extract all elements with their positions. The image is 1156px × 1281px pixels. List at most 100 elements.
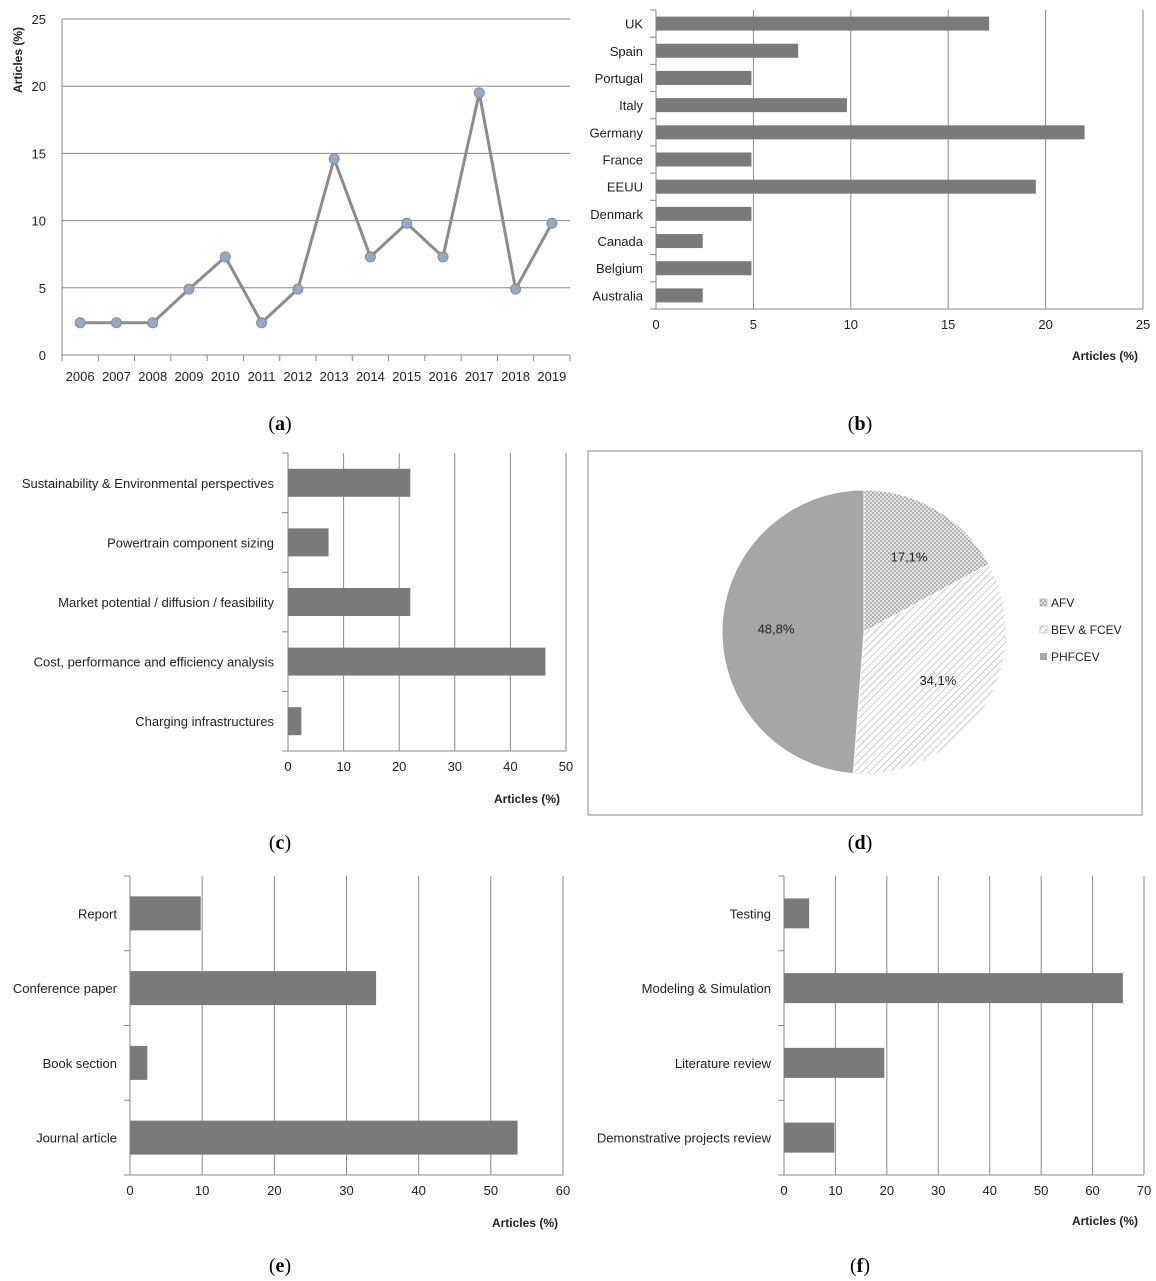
xtick-label-c: 0 (284, 759, 291, 774)
category-label-e: Report (78, 906, 117, 921)
ytick-label-a: 25 (32, 12, 46, 27)
bar-b (656, 234, 703, 249)
xtick-label-f: 30 (931, 1183, 945, 1198)
xtick-label-f: 60 (1085, 1183, 1099, 1198)
data-point-a (110, 317, 122, 329)
caption-e: (e) (268, 1255, 292, 1277)
xtick-label-c: 30 (448, 759, 462, 774)
bar-b (656, 16, 990, 31)
ytick-label-a: 5 (39, 281, 46, 296)
xtick-label-b: 10 (844, 317, 858, 332)
data-point-a (510, 283, 522, 295)
category-label-b: EEUU (607, 180, 643, 195)
xtick-label-f: 70 (1137, 1183, 1151, 1198)
category-label-c: Sustainability & Environmental perspecti… (22, 476, 275, 491)
bar-e (130, 1120, 518, 1155)
pie-slice (863, 489, 990, 633)
category-label-b: France (603, 153, 643, 168)
xtick-label-f: 0 (780, 1183, 787, 1198)
x-axis-label-b: Articles (%) (1072, 349, 1138, 363)
xtick-label-e: 0 (126, 1183, 133, 1198)
xtick-label-b: 20 (1038, 317, 1052, 332)
xtick-label-f: 50 (1034, 1183, 1048, 1198)
category-label-b: Australia (592, 288, 643, 303)
category-label-b: Canada (597, 234, 643, 249)
xtick-label-c: 40 (503, 759, 517, 774)
xtick-label-e: 50 (484, 1183, 498, 1198)
x-axis-label-f: Articles (%) (1072, 1214, 1138, 1228)
bar-c (288, 468, 411, 497)
data-point-a (292, 283, 304, 295)
legend-label: BEV & FCEV (1051, 623, 1122, 637)
xtick-label-b: 15 (941, 317, 955, 332)
xtick-label-e: 30 (339, 1183, 353, 1198)
legend-swatch (1039, 625, 1048, 634)
legend-label: AFV (1051, 596, 1074, 610)
xtick-label-f: 10 (828, 1183, 842, 1198)
data-point-a (401, 217, 413, 229)
category-label-f: Testing (730, 906, 771, 921)
category-label-b: Denmark (590, 207, 643, 222)
caption-c: (c) (268, 832, 292, 854)
category-label-b: UK (625, 17, 643, 32)
ytick-label-a: 20 (32, 79, 46, 94)
caption-b: (b) (847, 413, 873, 435)
category-label-c: Charging infrastructures (135, 714, 274, 729)
category-label-b: Italy (619, 98, 643, 113)
xtick-label-b: 25 (1136, 317, 1150, 332)
xtick-label-e: 20 (267, 1183, 281, 1198)
category-label-c: Powertrain component sizing (107, 535, 274, 550)
bar-b (656, 152, 752, 167)
bar-f (784, 1122, 835, 1153)
caption-f: (f) (849, 1255, 870, 1277)
bar-b (656, 43, 799, 58)
category-label-e: Journal article (36, 1131, 117, 1146)
legend-swatch (1039, 598, 1048, 607)
xtick-label-a: 2015 (392, 369, 421, 384)
xtick-label-b: 0 (652, 317, 659, 332)
bar-b (656, 261, 752, 276)
xtick-label-a: 2016 (429, 369, 458, 384)
category-label-b: Spain (610, 44, 643, 59)
bar-f (784, 1047, 885, 1078)
xtick-label-a: 2018 (501, 369, 530, 384)
category-label-e: Book section (43, 1056, 117, 1071)
bar-b (656, 70, 752, 85)
pie-data-label: 34,1% (919, 673, 956, 688)
xtick-label-e: 40 (411, 1183, 425, 1198)
bar-e (130, 1045, 148, 1080)
x-axis-label-c: Articles (%) (494, 792, 560, 806)
ytick-label-a: 0 (39, 348, 46, 363)
xtick-label-c: 50 (559, 759, 573, 774)
bar-c (288, 588, 411, 616)
data-point-a (256, 317, 268, 329)
data-point-a (328, 153, 340, 165)
xtick-label-a: 2013 (320, 369, 349, 384)
bar-e (130, 971, 377, 1006)
bar-b (656, 98, 847, 113)
xtick-label-f: 20 (880, 1183, 894, 1198)
xtick-label-a: 2011 (248, 369, 276, 384)
category-label-b: Belgium (596, 261, 643, 276)
xtick-label-a: 2008 (138, 369, 167, 384)
category-label-e: Conference paper (13, 981, 118, 996)
xtick-label-c: 10 (336, 759, 350, 774)
category-label-b: Portugal (595, 71, 644, 86)
ytick-label-a: 10 (32, 214, 46, 229)
bar-c (288, 707, 302, 736)
category-label-b: Germany (590, 125, 644, 140)
data-point-a (147, 317, 159, 329)
xtick-label-b: 5 (750, 317, 757, 332)
bar-e (130, 896, 201, 931)
xtick-label-a: 2007 (102, 369, 131, 384)
bar-b (656, 125, 1085, 140)
bar-b (656, 179, 1036, 194)
category-label-c: Cost, performance and efficiency analysi… (34, 655, 275, 670)
xtick-label-a: 2014 (356, 369, 385, 384)
legend-swatch (1040, 653, 1047, 660)
bar-f (784, 898, 810, 929)
category-label-f: Demonstrative projects review (597, 1131, 772, 1146)
category-label-f: Modeling & Simulation (642, 981, 771, 996)
xtick-label-a: 2017 (465, 369, 494, 384)
xtick-label-a: 2012 (283, 369, 312, 384)
